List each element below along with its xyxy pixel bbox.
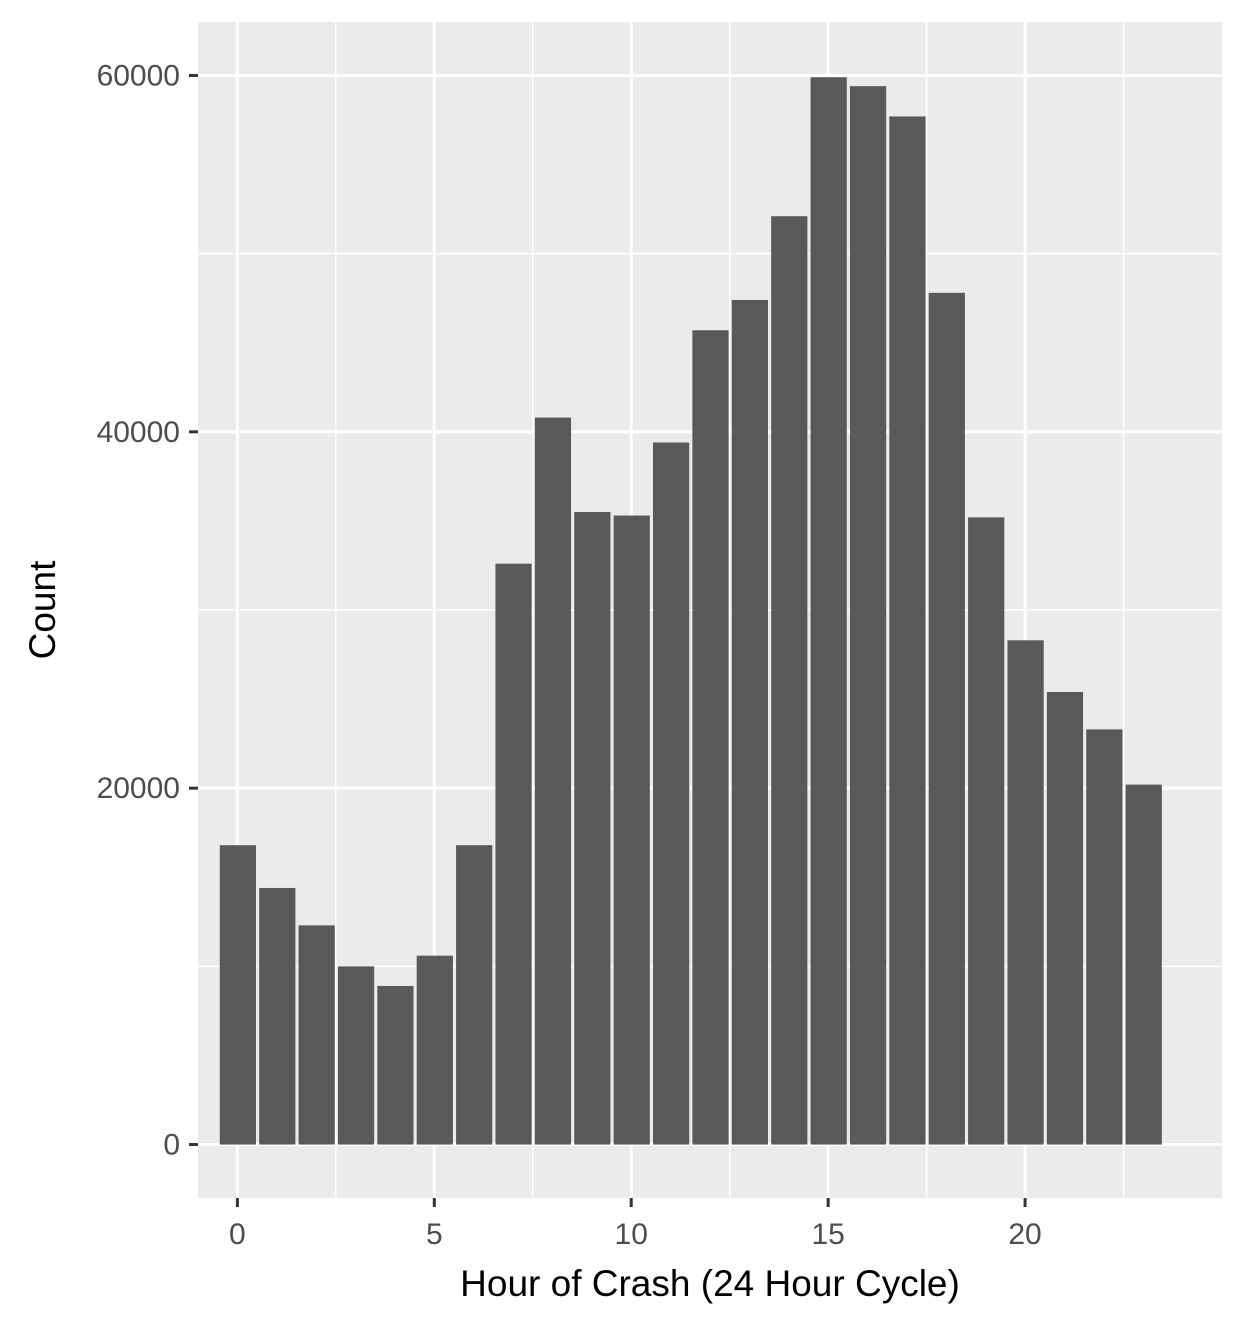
bar-hour-21 <box>1046 691 1084 1145</box>
bar-hour-22 <box>1086 729 1123 1145</box>
x-tick-label: 0 <box>229 1218 246 1251</box>
bar-hour-17 <box>889 116 926 1145</box>
y-tick-label: 20000 <box>97 772 180 805</box>
y-tick-label: 40000 <box>97 416 180 449</box>
bar-hour-8 <box>534 417 572 1145</box>
bar-hour-5 <box>416 955 453 1145</box>
bar-hour-1 <box>259 887 296 1145</box>
x-tick-label: 15 <box>811 1218 844 1251</box>
x-axis: 0 5 10 15 20 <box>229 1198 1042 1251</box>
bar-hour-12 <box>692 330 729 1145</box>
y-axis: 0 20000 40000 60000 <box>97 59 198 1162</box>
bars <box>219 77 1162 1145</box>
y-tick-label: 60000 <box>97 59 180 92</box>
x-tick-label: 5 <box>426 1218 443 1251</box>
x-tick-label: 10 <box>615 1218 648 1251</box>
bar-hour-10 <box>613 515 650 1145</box>
y-axis-title: Count <box>22 560 63 659</box>
bar-hour-20 <box>1007 640 1044 1145</box>
bar-hour-3 <box>337 966 375 1145</box>
bar-hour-7 <box>495 563 532 1145</box>
bar-hour-2 <box>298 925 335 1145</box>
bar-hour-4 <box>377 985 414 1145</box>
bar-hour-18 <box>928 292 965 1145</box>
bar-hour-19 <box>968 517 1005 1145</box>
bar-hour-0 <box>219 845 257 1145</box>
bar-hour-16 <box>849 86 887 1145</box>
bar-hour-14 <box>771 216 808 1145</box>
bar-hour-15 <box>810 77 847 1145</box>
bar-hour-13 <box>731 299 769 1145</box>
bar-hour-23 <box>1125 784 1162 1145</box>
y-tick-label: 0 <box>163 1129 180 1162</box>
bar-hour-9 <box>574 512 611 1145</box>
bar-hour-6 <box>456 845 493 1145</box>
bar-hour-11 <box>652 442 690 1145</box>
x-tick-label: 20 <box>1008 1218 1041 1251</box>
x-axis-title: Hour of Crash (24 Hour Cycle) <box>460 1263 960 1304</box>
